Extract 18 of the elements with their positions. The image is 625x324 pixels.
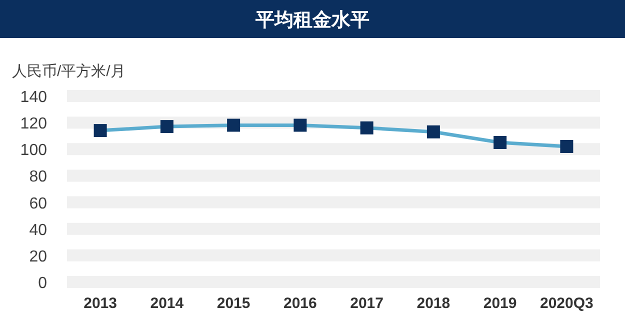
x-tick-label: 2019	[483, 295, 517, 312]
x-tick-label: 2018	[416, 295, 450, 312]
y-tick-label: 140	[20, 89, 48, 106]
y-tick-label: 20	[29, 248, 48, 266]
y-tick-label: 100	[20, 142, 48, 160]
x-tick-label: 2013	[84, 295, 117, 312]
y-tick-label: 120	[20, 116, 48, 133]
y-tick-label: 60	[29, 195, 48, 212]
y-tick-label: 40	[29, 222, 48, 239]
x-tick-label: 2016	[284, 295, 317, 312]
x-tick-label: 2020Q3	[540, 295, 594, 312]
chart-title: 平均租金水平	[254, 9, 370, 31]
x-tick-label: 2015	[216, 295, 250, 312]
y-axis-title: 人民币/平方米/月	[12, 63, 126, 80]
y-tick-label: 0	[38, 275, 48, 292]
x-tick-label: 2017	[350, 295, 384, 312]
x-tick-label: 2014	[150, 295, 184, 312]
y-tick-label: 80	[29, 168, 48, 186]
